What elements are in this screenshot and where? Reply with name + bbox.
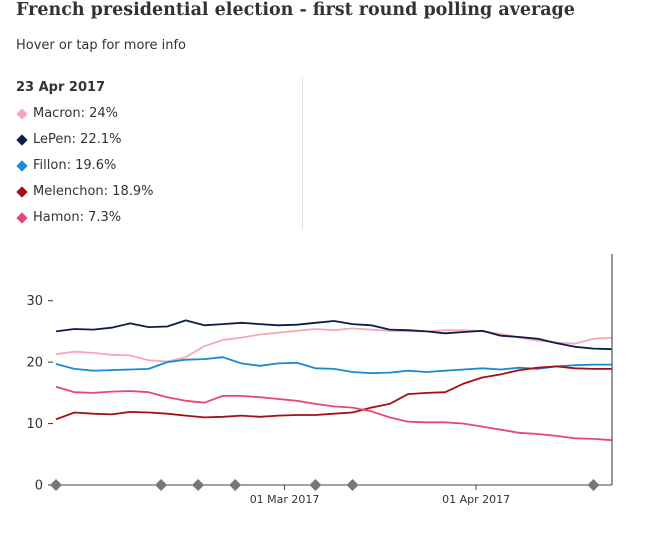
legend-value: 22.1%	[80, 132, 122, 147]
y-axis: 0 10 20 30	[26, 294, 53, 494]
legend-value: 19.6%	[75, 158, 117, 173]
legend: Macron: 24% LePen: 22.1% Fillon: 19.6% M…	[16, 105, 153, 235]
legend-name: Macron	[33, 106, 81, 121]
info-date: 23 Apr 2017	[16, 80, 106, 95]
series-line-fillon	[55, 356, 612, 375]
series-line-macron	[55, 327, 613, 363]
legend-name: Fillon	[33, 158, 67, 173]
chart-title: French presidential election - first rou…	[16, 0, 575, 20]
info-divider	[302, 78, 303, 230]
diamond-icon	[16, 160, 28, 172]
series-line-melenchon	[55, 365, 612, 421]
legend-name: Hamon	[33, 210, 80, 225]
y-tick-label: 10	[26, 417, 43, 432]
legend-item-macron[interactable]: Macron: 24%	[16, 105, 153, 131]
diamond-icon	[16, 212, 28, 224]
legend-item-hamon[interactable]: Hamon: 7.3%	[16, 209, 153, 235]
legend-item-melenchon[interactable]: Melenchon: 18.9%	[16, 183, 153, 209]
legend-item-fillon[interactable]: Fillon: 19.6%	[16, 157, 153, 183]
event-marker	[346, 479, 359, 491]
legend-name: Melenchon	[33, 184, 104, 199]
chart-subtitle: Hover or tap for more info	[16, 38, 186, 53]
y-tick-label: 30	[26, 294, 43, 309]
diamond-icon	[16, 186, 28, 198]
event-marker	[229, 479, 242, 491]
diamond-icon	[16, 108, 28, 120]
y-tick-label: 20	[26, 356, 43, 371]
series-line-hamon	[55, 385, 613, 442]
event-marker	[309, 479, 322, 491]
diamond-icon	[16, 134, 28, 146]
x-axis: 01 Mar 2017 01 Apr 2017	[50, 479, 612, 506]
y-tick-label: 0	[35, 479, 43, 494]
legend-value: 18.9%	[112, 184, 154, 199]
event-marker	[192, 479, 205, 491]
legend-item-lepen[interactable]: LePen: 22.1%	[16, 131, 153, 157]
event-marker	[155, 479, 168, 491]
legend-value: 7.3%	[88, 210, 122, 225]
legend-value: 24%	[89, 106, 119, 121]
polling-line-chart[interactable]: 0 10 20 30 01 Mar 2017 01 Apr 2017	[0, 250, 655, 510]
series-line-lepen	[55, 319, 613, 351]
x-tick-label: 01 Mar 2017	[250, 493, 320, 506]
event-marker	[50, 479, 62, 491]
x-tick-label: 01 Apr 2017	[442, 493, 510, 506]
event-marker	[587, 479, 600, 491]
series-lines	[55, 319, 613, 442]
legend-name: LePen	[33, 132, 72, 147]
